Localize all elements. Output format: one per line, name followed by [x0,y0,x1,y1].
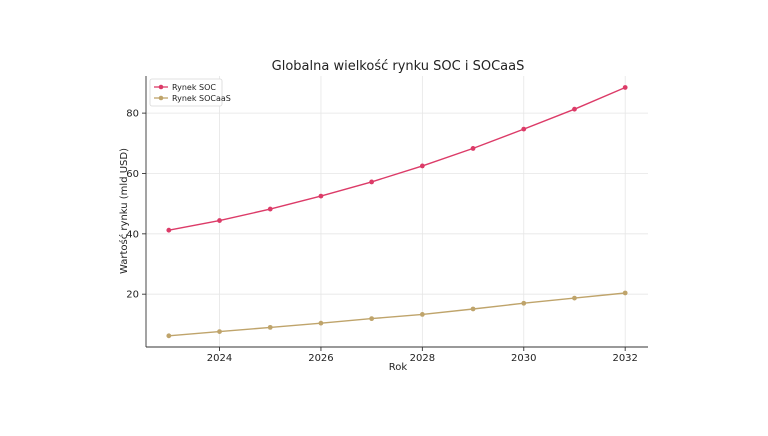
legend-marker-socaas [158,95,164,101]
data-point-soc [470,146,476,151]
data-point-socaas [622,290,628,296]
y-tick-label: 80 [126,109,139,120]
data-point-socaas [521,300,527,306]
data-point-socaas [166,333,172,339]
data-point-soc [622,85,628,90]
x-tick-label: 2024 [207,353,232,364]
series-line-socaas [168,292,626,337]
data-point-soc [572,106,577,112]
data-point-soc [318,193,324,199]
y-tick-label: 60 [126,169,139,180]
data-point-socaas [217,329,222,335]
data-point-socaas [267,324,273,330]
data-point-soc [419,163,425,169]
y-axis-title: Wartość rynku (mld USD) [118,148,130,274]
data-point-soc [369,179,375,185]
y-tick-label: 20 [126,290,139,301]
x-tick-label: 2030 [511,353,536,364]
legend: Rynek SOC Rynek SOCaaS [149,78,231,107]
data-point-soc [166,227,172,233]
chart-title: Globalna wielkość rynku SOC i SOCaaS [272,59,525,74]
legend-label-socaas: Rynek SOCaaS [172,94,231,103]
data-point-socaas [470,306,476,312]
legend-marker-soc [158,84,164,90]
x-tick-label: 2026 [308,353,333,364]
data-point-socaas [572,295,577,301]
legend-box [149,78,223,107]
y-tick-label: 40 [126,229,139,240]
data-point-soc [267,206,273,212]
data-point-socaas [419,312,425,317]
legend-label-soc: Rynek SOC [172,83,216,92]
series-line-soc [168,86,626,231]
data-point-soc [217,218,222,223]
x-tick-label: 2028 [410,353,435,364]
x-axis-title: Rok [389,362,408,373]
data-series [166,85,628,339]
x-tick-label: 2032 [612,353,637,364]
data-point-socaas [318,320,324,326]
data-point-soc [521,126,527,132]
axes: 2024 2026 2028 2030 2032 20 40 60 80 [126,76,648,364]
data-point-socaas [369,316,375,322]
